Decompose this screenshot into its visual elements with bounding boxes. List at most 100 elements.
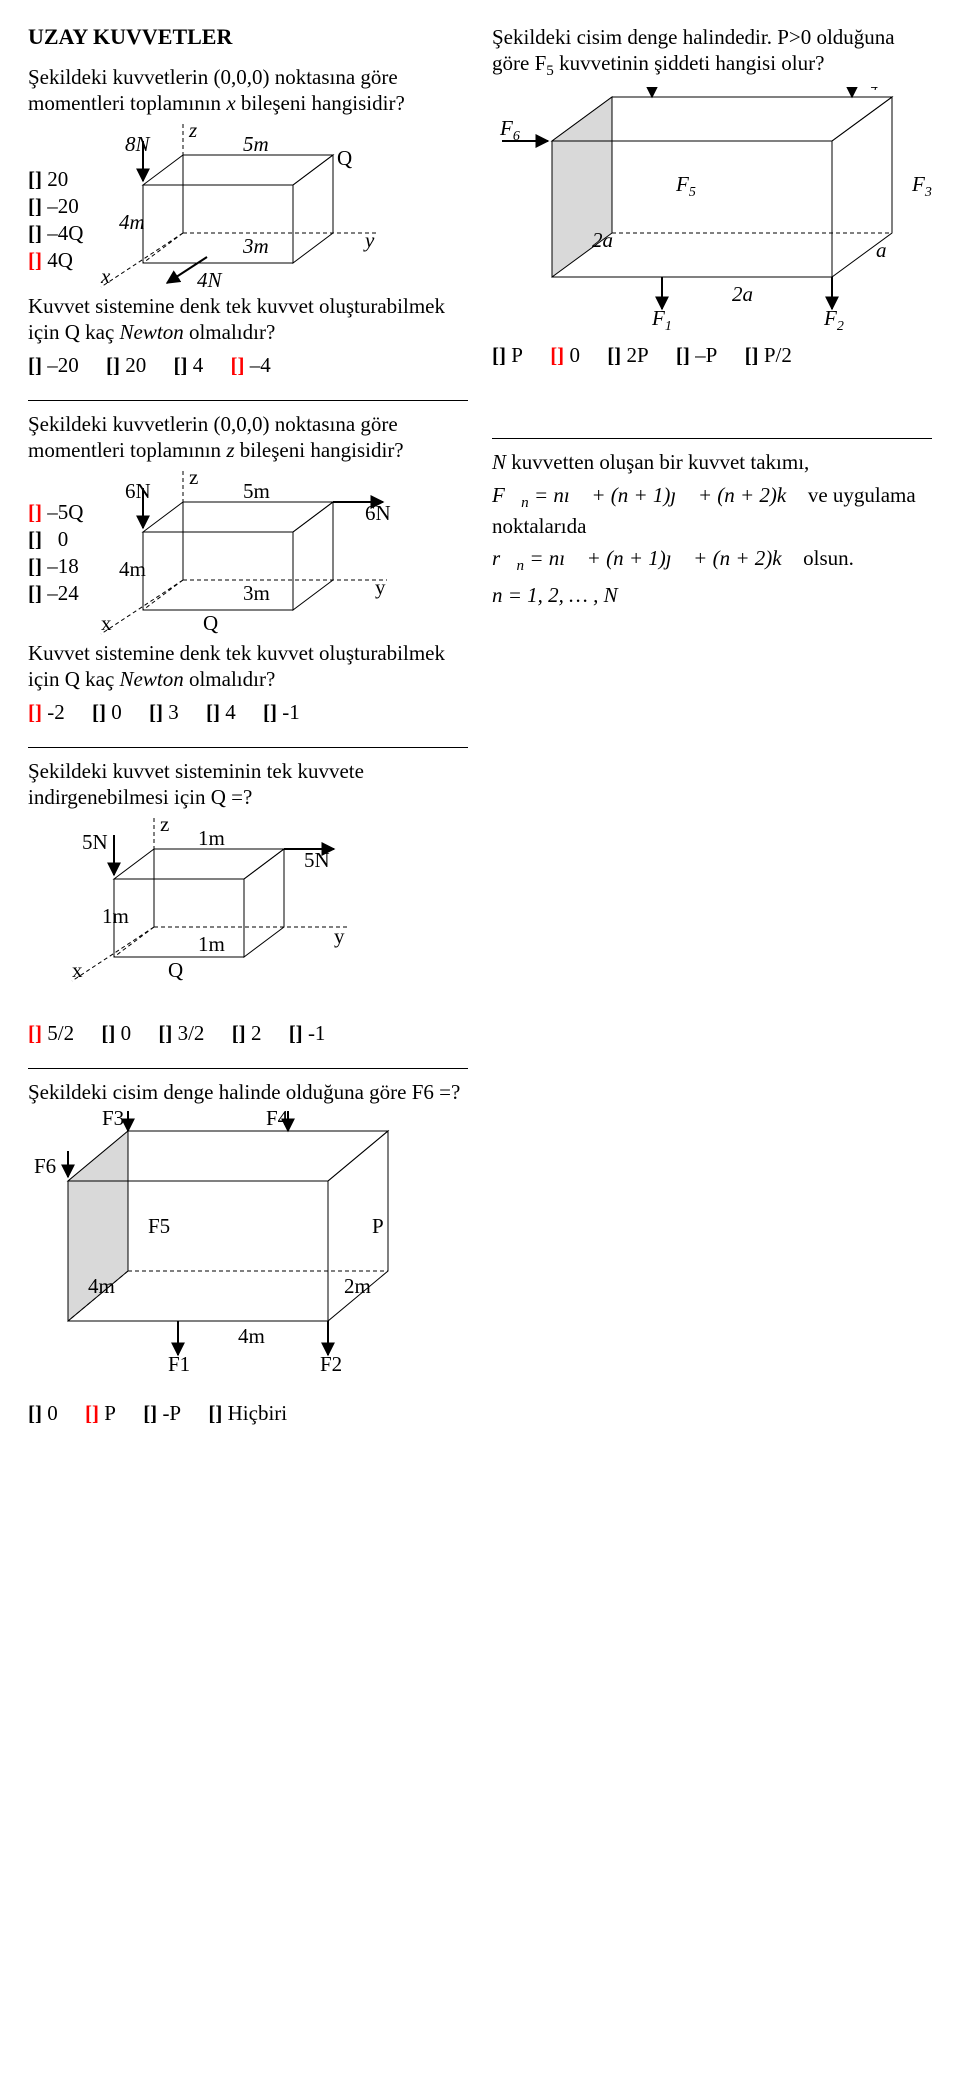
question-6: Şekildeki cisim denge halinde olduğuna g…: [28, 1079, 468, 1426]
q3-opt-3: [] –24: [28, 581, 83, 606]
q2-opt-1-label: 0: [569, 343, 580, 367]
q3s-opt-3: [] 4: [206, 700, 236, 725]
q1-sub-post: olmalıdır?: [184, 320, 276, 344]
q2-opt-2: [] 2P: [607, 343, 648, 368]
q2-options: [] P [] 0 [] 2P [] –P [] P/2: [492, 343, 932, 368]
q1s-opt-1-label: 20: [125, 353, 146, 377]
q5-lbl-Q: Q: [168, 958, 183, 982]
q1s-opt-3: [] –4: [231, 353, 271, 378]
q5-opt-4: [] -1: [289, 1021, 326, 1046]
q1s-opt-2: [] 4: [174, 353, 204, 378]
q6-figure: F3 F4 F6 F5 P 4m 2m 4m F1 F2: [28, 1111, 448, 1381]
q1-opt-0-label: 20: [47, 167, 68, 191]
q2-lbl-a: a: [876, 238, 887, 262]
q5-lbl-1m-top: 1m: [198, 826, 225, 850]
q1s-opt-0-label: –20: [47, 353, 79, 377]
q2-opt-2-label: 2P: [626, 343, 648, 367]
q3-opt-1: [] 0: [28, 527, 83, 552]
q5-lbl-z: z: [160, 817, 169, 836]
divider-2: [28, 747, 468, 748]
q3-sub-options: [] -2 [] 0 [] 3 [] 4 [] -1: [28, 700, 468, 725]
q2-opt-1: [] 0: [550, 343, 580, 368]
q6-lbl-F5: F5: [148, 1214, 170, 1238]
q3-sub-post: olmalıdır?: [184, 667, 276, 691]
q1-lbl-4n: 4N: [197, 268, 223, 292]
q3-lbl-5m: 5m: [243, 479, 270, 503]
q3-opt-0: [] –5Q: [28, 500, 83, 525]
q3-opt-0-label: –5Q: [47, 500, 83, 524]
q1-text: Şekildeki kuvvetlerin (0,0,0) noktasına …: [28, 64, 468, 117]
q5-opt-2: [] 3/2: [158, 1021, 204, 1046]
q6-lbl-F3: F3: [102, 1111, 124, 1130]
q3-options: [] –5Q [] 0 [] –18 [] –24: [28, 500, 83, 608]
q2-lbl-F6: F6: [499, 116, 520, 144]
q6-lbl-F1: F1: [168, 1352, 190, 1376]
q6-opt-1: [] P: [85, 1401, 116, 1426]
q2-intro2: kuvvetinin şiddeti hangisi olur?: [554, 51, 825, 75]
q4-line2: F⃗n = nı⃗ + (n + 1)ȷ⃗ + (n + 2)k⃗ ve uyg…: [492, 482, 932, 539]
q2-opt-3-label: –P: [695, 343, 717, 367]
q1-opt-2-label: –4Q: [47, 221, 83, 245]
q1-opt-2: [] –4Q: [28, 221, 83, 246]
q2-opt-4-label: P/2: [764, 343, 792, 367]
q4-intro: kuvvetten oluşan bir kuvvet takımı,: [506, 450, 809, 474]
q2-lbl-2a-left: 2a: [592, 228, 613, 252]
q4-range: n = 1, 2, … , N: [492, 583, 618, 607]
question-1: Şekildeki kuvvetlerin (0,0,0) noktasına …: [28, 64, 468, 378]
q1s-opt-0: [] –20: [28, 353, 79, 378]
q6-opt-0-label: 0: [47, 1401, 58, 1425]
q3-lbl-z: z: [189, 470, 198, 489]
q1-figure: 8N 4N 5m 3m 4m Q y x z: [97, 123, 387, 293]
q2-opt-0: [] P: [492, 343, 523, 368]
q3-opt-3-label: –24: [47, 581, 79, 605]
q6-opt-2-label: -P: [162, 1401, 181, 1425]
q1-lbl-5m: 5m: [243, 132, 269, 156]
q3-fig-row: [] –5Q [] 0 [] –18 [] –24 6N: [28, 470, 468, 640]
q5-opt-4-label: -1: [308, 1021, 326, 1045]
q3s-opt-2-label: 3: [168, 700, 179, 724]
q3s-opt-1-label: 0: [111, 700, 122, 724]
q3s-opt-0-label: -2: [47, 700, 65, 724]
q5-lbl-1m-left: 1m: [102, 904, 129, 928]
q3-text-post: bileşeni hangisidir?: [235, 438, 404, 462]
q6-lbl-4m2: 4m: [238, 1324, 265, 1348]
question-2: Şekildeki cisim denge halindedir. P>0 ol…: [492, 24, 932, 368]
q5-options: [] 5/2 [] 0 [] 3/2 [] 2 [] -1: [28, 1021, 468, 1046]
q3s-opt-2: [] 3: [149, 700, 179, 725]
q4-line4: n = 1, 2, … , N: [492, 582, 932, 608]
q5-opt-2-label: 3/2: [178, 1021, 205, 1045]
q6-lbl-F4: F4: [266, 1111, 289, 1130]
q1-opt-0: [] 20: [28, 167, 83, 192]
right-column: Şekildeki cisim denge halindedir. P>0 ol…: [492, 24, 932, 1436]
divider-r1: [492, 438, 932, 439]
question-4: N kuvvetten oluşan bir kuvvet takımı, F⃗…: [492, 449, 932, 614]
q4-line3: r⃗n = nı⃗ + (n + 1)ȷ⃗ + (n + 2)k⃗ olsun.: [492, 545, 932, 576]
q1-subtext: Kuvvet sistemine denk tek kuvvet oluştur…: [28, 293, 468, 346]
q1-lbl-x: x: [100, 264, 111, 288]
q1-lbl-y: y: [363, 228, 375, 252]
q3-lbl-4m: 4m: [119, 557, 146, 581]
q3-figure: 6N 6N 5m 3m 4m Q y x z: [97, 470, 397, 640]
q6-lbl-F6: F6: [34, 1154, 56, 1178]
q3-lbl-6n-top: 6N: [125, 479, 151, 503]
q2-lbl-P: P: [657, 87, 671, 90]
q1-lbl-8n: 8N: [125, 132, 151, 156]
q1-lbl-3m: 3m: [242, 234, 269, 258]
q5-opt-3-label: 2: [251, 1021, 262, 1045]
q6-opt-3: [] Hiçbiri: [208, 1401, 287, 1426]
q6-opt-2: [] -P: [143, 1401, 181, 1426]
q3-lbl-6n-right: 6N: [365, 501, 391, 525]
q2-lbl-2a-bot: 2a: [732, 282, 753, 306]
q1-lbl-4m: 4m: [119, 210, 145, 234]
q3-subtext: Kuvvet sistemine denk tek kuvvet oluştur…: [28, 640, 468, 693]
left-column: UZAY KUVVETLER Şekildeki kuvvetlerin (0,…: [28, 24, 468, 1436]
q4-post2: olsun.: [798, 546, 854, 570]
q2-figure: P F4 F6 F5 F3 2a a 2a F1 F2: [492, 87, 932, 337]
q5-opt-1: [] 0: [101, 1021, 131, 1046]
q6-lbl-4m: 4m: [88, 1274, 115, 1298]
q3s-opt-4: [] -1: [263, 700, 300, 725]
q1s-opt-1: [] 20: [106, 353, 146, 378]
page: UZAY KUVVETLER Şekildeki kuvvetlerin (0,…: [28, 24, 932, 1436]
q5-lbl-1m-bot: 1m: [198, 932, 225, 956]
q5-opt-1-label: 0: [121, 1021, 132, 1045]
